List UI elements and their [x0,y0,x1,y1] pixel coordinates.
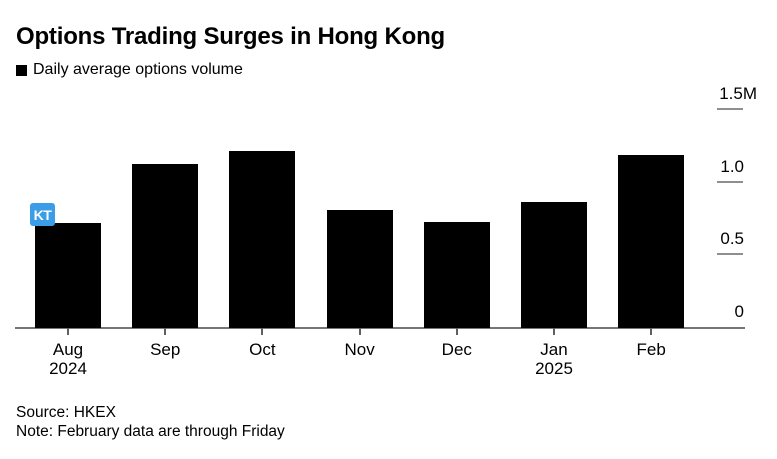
y-tick-1-5m [717,108,743,110]
x-label-dec: Dec [441,340,472,359]
bar-oct [229,151,295,328]
x-tick-aug-2024 [67,328,69,335]
y-tick-1-0 [717,181,743,183]
kt-badge: KT [30,203,55,226]
y-label-0-5: 0.5 [720,229,744,248]
x-tick-nov [358,328,361,335]
footer: Source: HKEX Note: February data are thr… [16,403,285,441]
bar-jan-2025 [521,202,587,328]
bar-feb [618,155,684,328]
x-tick-sep [164,328,167,335]
legend: Daily average options volume [16,61,243,79]
legend-label: Daily average options volume [33,61,243,78]
y-label-1-0: 1.0 [720,157,744,176]
x-tick-jan-2025 [553,328,555,335]
y-label-1-5m: 1.5M [719,84,757,103]
x-label-aug-2024: Aug 2024 [49,340,87,378]
x-label-oct: Oct [249,340,276,359]
x-label-jan-2025: Jan 2025 [535,340,573,378]
x-label-sep: Sep [150,340,181,359]
bar-sep [132,164,198,328]
bar-dec [424,222,490,328]
y-tick-0-5 [717,253,743,255]
x-tick-feb [650,328,653,335]
x-label-feb: Feb [636,340,666,359]
source-line: Source: HKEX [16,404,116,421]
note-line: Note: February data are through Friday [16,423,285,440]
x-tick-oct [261,328,264,335]
bar-aug-2024 [35,223,101,328]
x-tick-dec [455,328,458,335]
x-axis-line [15,327,745,329]
bar-nov [327,210,393,328]
y-label-0: 0 [734,302,744,321]
x-label-nov: Nov [344,340,375,359]
chart-title: Options Trading Surges in Hong Kong [16,23,445,50]
legend-swatch-icon [16,64,27,76]
